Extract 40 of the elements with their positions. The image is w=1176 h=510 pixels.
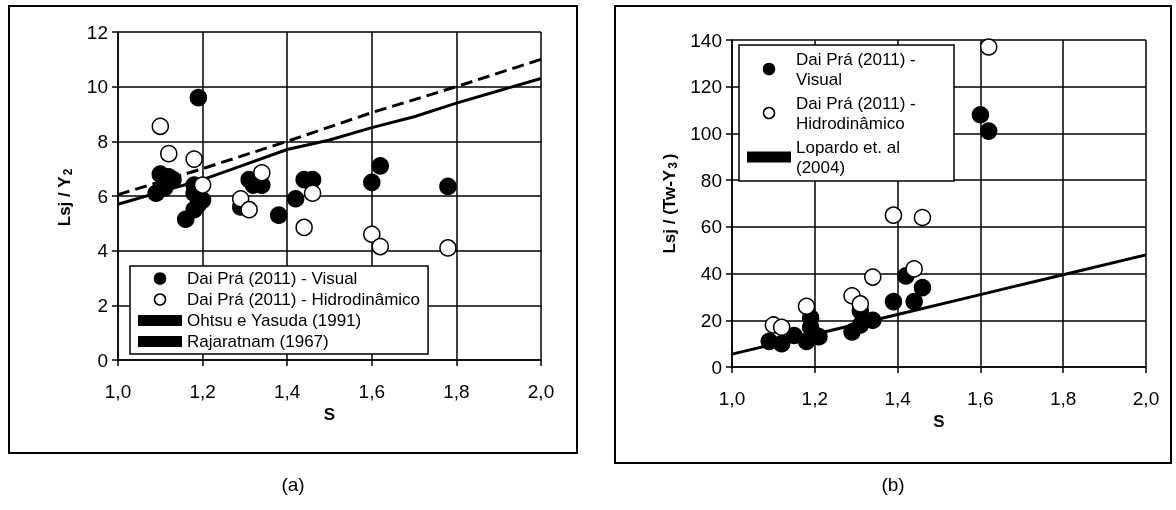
legend-label: Dai Prá (2011) - Visual bbox=[187, 269, 358, 288]
y-tick-label: 4 bbox=[97, 240, 109, 262]
legend-label: Rajaratnam (1967) bbox=[187, 332, 329, 351]
x-tick-label: 1,0 bbox=[104, 381, 132, 402]
y-tick-label: 0 bbox=[97, 349, 108, 371]
legend-label: Dai Prá (2011) - Visual bbox=[796, 49, 921, 89]
legend-label: Dai Prá (2011) - Hidrodinâmico bbox=[187, 290, 421, 309]
y-axis-title: Lsj / (Tw-Y3) bbox=[659, 153, 681, 254]
legend-label: Lopardo et. al (2004) bbox=[796, 137, 905, 177]
x-tick-label: 1,6 bbox=[967, 388, 994, 409]
x-axis-title: S bbox=[323, 404, 336, 424]
text: (a) bbox=[281, 474, 305, 495]
y-tick-label: 80 bbox=[700, 169, 722, 191]
y-tick-label: 20 bbox=[700, 309, 722, 331]
x-tick-label: 2,0 bbox=[1132, 388, 1160, 409]
x-axis-title: S bbox=[933, 411, 945, 431]
y-axis-title: Lsj / Y2 bbox=[54, 168, 75, 227]
y-tick-label: 60 bbox=[700, 216, 722, 238]
y-tick-label: 0 bbox=[711, 356, 722, 378]
x-tick-label: 2,0 bbox=[527, 381, 555, 402]
y-tick-label: 2 bbox=[97, 294, 108, 316]
x-tick-label: 1,2 bbox=[801, 388, 829, 409]
x-tick-label: 1,8 bbox=[1049, 388, 1077, 409]
x-tick-label: 1,2 bbox=[189, 381, 216, 402]
text: (b) bbox=[881, 474, 905, 495]
x-tick-label: 1,0 bbox=[718, 388, 746, 409]
y-tick-label: 140 bbox=[690, 29, 722, 51]
x-tick-label: 1,4 bbox=[884, 388, 912, 409]
y-tick-label: 12 bbox=[86, 21, 108, 43]
legend-label: Ohtsu e Yasuda (1991) bbox=[187, 311, 362, 330]
x-tick-label: 1,4 bbox=[273, 381, 301, 402]
x-tick-label: 1,8 bbox=[443, 381, 470, 402]
y-tick-label: 100 bbox=[690, 122, 722, 144]
x-tick-label: 1,6 bbox=[358, 381, 386, 402]
y-tick-label: 40 bbox=[700, 263, 722, 285]
y-tick-label: 8 bbox=[97, 130, 108, 152]
y-tick-label: 10 bbox=[86, 76, 108, 98]
legend-label: Dai Prá (2011) - Hidrodinâmico bbox=[796, 93, 921, 133]
y-tick-label: 120 bbox=[690, 76, 722, 98]
y-tick-label: 6 bbox=[97, 185, 108, 207]
